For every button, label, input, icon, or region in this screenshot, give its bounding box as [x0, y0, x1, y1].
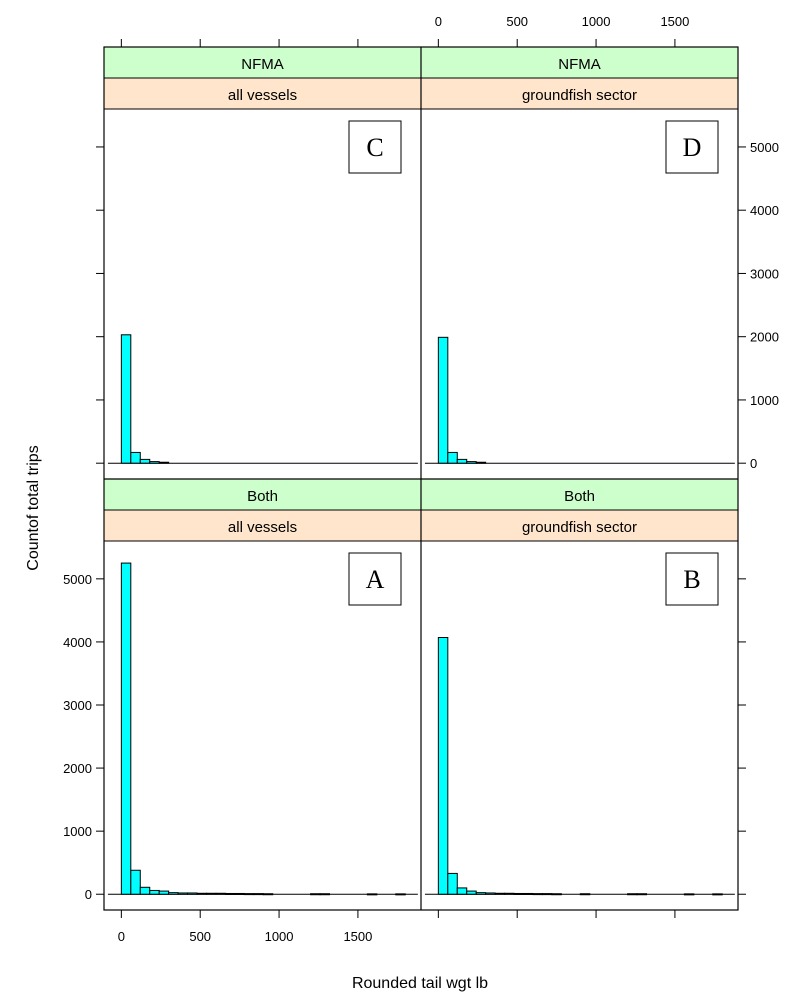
panel-letter-box — [348, 552, 402, 606]
panel-letter-box — [665, 552, 719, 606]
histogram-bar — [168, 892, 179, 895]
y-tick-label: 5000 — [63, 572, 92, 587]
histogram-bar — [149, 889, 160, 895]
panel-letter-box — [348, 120, 402, 174]
panel-letter-box — [665, 120, 719, 174]
strip-top-a — [104, 479, 421, 510]
histogram-bar — [366, 893, 378, 896]
histogram-bar — [456, 887, 468, 895]
panel-letter-d: D — [683, 133, 702, 162]
histogram-bar — [504, 892, 515, 895]
strip-top-b — [421, 479, 738, 510]
histogram-bar — [466, 461, 477, 464]
histogram-bar — [494, 892, 506, 895]
histogram-bar — [224, 892, 236, 895]
histogram-bar — [319, 893, 331, 896]
panel-frames: Both all vessels A Both groundfish sector B NF… — [103, 46, 739, 911]
y-tick-label: 4000 — [63, 635, 92, 650]
x-tick-label: 1000 — [582, 14, 611, 29]
histogram-bar — [130, 869, 141, 895]
y-tick-label: 0 — [750, 456, 757, 471]
x-axis-title: Rounded tail wgt lb — [352, 975, 488, 992]
histogram-bar — [712, 893, 723, 896]
histogram-bar — [215, 892, 226, 895]
histogram-bar — [636, 893, 648, 896]
x-tick-label: 500 — [506, 14, 528, 29]
histogram-bar — [139, 458, 151, 464]
panel-letter-b: B — [683, 565, 700, 594]
strip-bottom-label: all vessels — [228, 87, 297, 104]
histogram-bar — [262, 893, 274, 896]
strip-top-label: Both — [247, 488, 278, 505]
histogram-bar — [139, 886, 151, 895]
histogram-bar — [456, 458, 468, 464]
histogram-bar — [187, 892, 198, 895]
histogram-bar — [475, 461, 487, 464]
histogram-bar — [196, 892, 208, 895]
strip-top-label: NFMA — [558, 56, 601, 73]
x-tick-label: 500 — [189, 929, 211, 944]
histogram-bar — [579, 893, 591, 896]
histogram-bar — [475, 892, 487, 895]
histogram-bar — [130, 451, 141, 464]
histogram-bar — [149, 461, 160, 464]
histogram-bar — [437, 637, 449, 895]
strip-bottom-label: all vessels — [228, 519, 297, 536]
y-tick-label: 3000 — [63, 698, 92, 713]
x-tick-label: 1500 — [660, 14, 689, 29]
y-tick-label: 1000 — [63, 824, 92, 839]
strip-bottom-label: groundfish sector — [522, 87, 637, 104]
histogram-bar — [447, 451, 458, 464]
strip-bottom-b — [421, 510, 738, 541]
strip-bottom-a — [104, 510, 421, 541]
y-tick-label: 3000 — [750, 266, 779, 281]
histogram-bar — [485, 892, 496, 895]
histogram-bar — [310, 893, 321, 896]
strip-bottom-d — [421, 78, 738, 109]
axis-ticks-and-labels: 0 0 500 500 1000 1000 1500 1500 0 0 1000 1000 2000 20… — [63, 14, 779, 944]
strip-top-label: Both — [564, 488, 595, 505]
histogram-bar — [466, 890, 477, 895]
x-tick-label: 0 — [118, 929, 125, 944]
histogram-bar — [437, 336, 449, 464]
histogram-bar — [206, 892, 217, 895]
y-tick-label: 4000 — [750, 203, 779, 218]
histogram-bar — [120, 562, 132, 895]
histogram-bar — [523, 892, 534, 895]
histogram-bar — [541, 893, 553, 896]
y-tick-label: 5000 — [750, 140, 779, 155]
histogram-bar — [447, 872, 458, 895]
x-tick-label: 1000 — [265, 929, 294, 944]
histogram-bar — [243, 893, 255, 896]
histogram-bar — [513, 892, 525, 895]
strip-bottom-label: groundfish sector — [522, 519, 637, 536]
panel-backgrounds — [104, 47, 738, 541]
histogram-bar — [551, 893, 562, 896]
x-tick-label: 0 — [435, 14, 442, 29]
y-tick-label: 1000 — [750, 393, 779, 408]
histogram-bar — [177, 892, 189, 895]
histogram-bar — [683, 893, 695, 896]
histogram-bar — [234, 892, 245, 895]
histogram-bar — [532, 893, 543, 896]
strip-top-label: NFMA — [241, 56, 284, 73]
histogram-bar — [158, 890, 170, 895]
y-axis-title: Countof total trips — [25, 445, 42, 570]
histogram-bar — [627, 893, 638, 896]
histogram-bars — [107, 334, 735, 896]
x-tick-label: 1500 — [343, 929, 372, 944]
y-tick-label: 2000 — [63, 761, 92, 776]
strip-top-d — [421, 47, 738, 78]
histogram-bar — [158, 461, 170, 464]
histogram-bar — [395, 893, 406, 896]
strip-bottom-c — [104, 78, 421, 109]
panel-letter-c: C — [366, 133, 383, 162]
y-tick-label: 0 — [85, 887, 92, 902]
strip-top-c — [104, 47, 421, 78]
panel-letter-a: A — [366, 565, 385, 594]
histogram-bar — [120, 334, 132, 464]
y-tick-label: 2000 — [750, 330, 779, 345]
histogram-bar — [253, 893, 264, 896]
